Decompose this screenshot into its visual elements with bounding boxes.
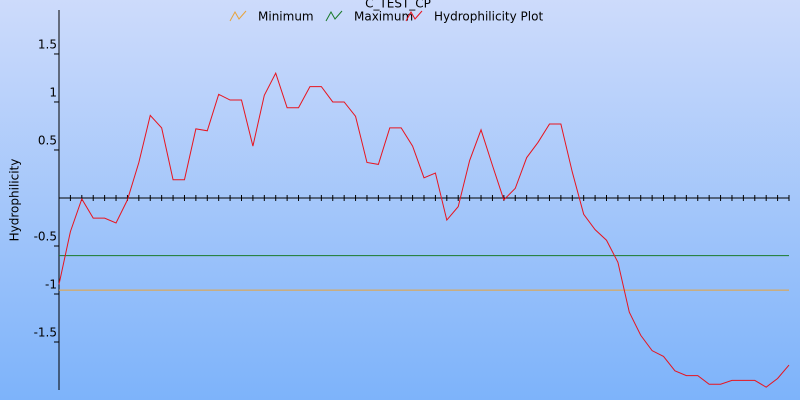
y-tick-label: -0.5 [34, 229, 57, 243]
y-tick-label: -1 [45, 277, 57, 291]
y-axis-label: Hydrophilicity [8, 159, 22, 242]
legend-label: Hydrophilicity Plot [434, 10, 543, 24]
data-line [58, 71, 790, 388]
chart-title: C_TEST_CP [365, 0, 431, 11]
y-tick-label: 1.5 [38, 37, 57, 51]
legend-icon [325, 10, 343, 22]
y-tick-label: 0.5 [38, 133, 57, 147]
y-tick-label: 1 [49, 85, 57, 99]
legend-icon [405, 10, 423, 22]
legend-label: Minimum [258, 10, 314, 24]
y-tick-label: -1.5 [34, 325, 57, 339]
legend-label: Maximum [354, 10, 413, 24]
legend-icon [229, 10, 247, 22]
